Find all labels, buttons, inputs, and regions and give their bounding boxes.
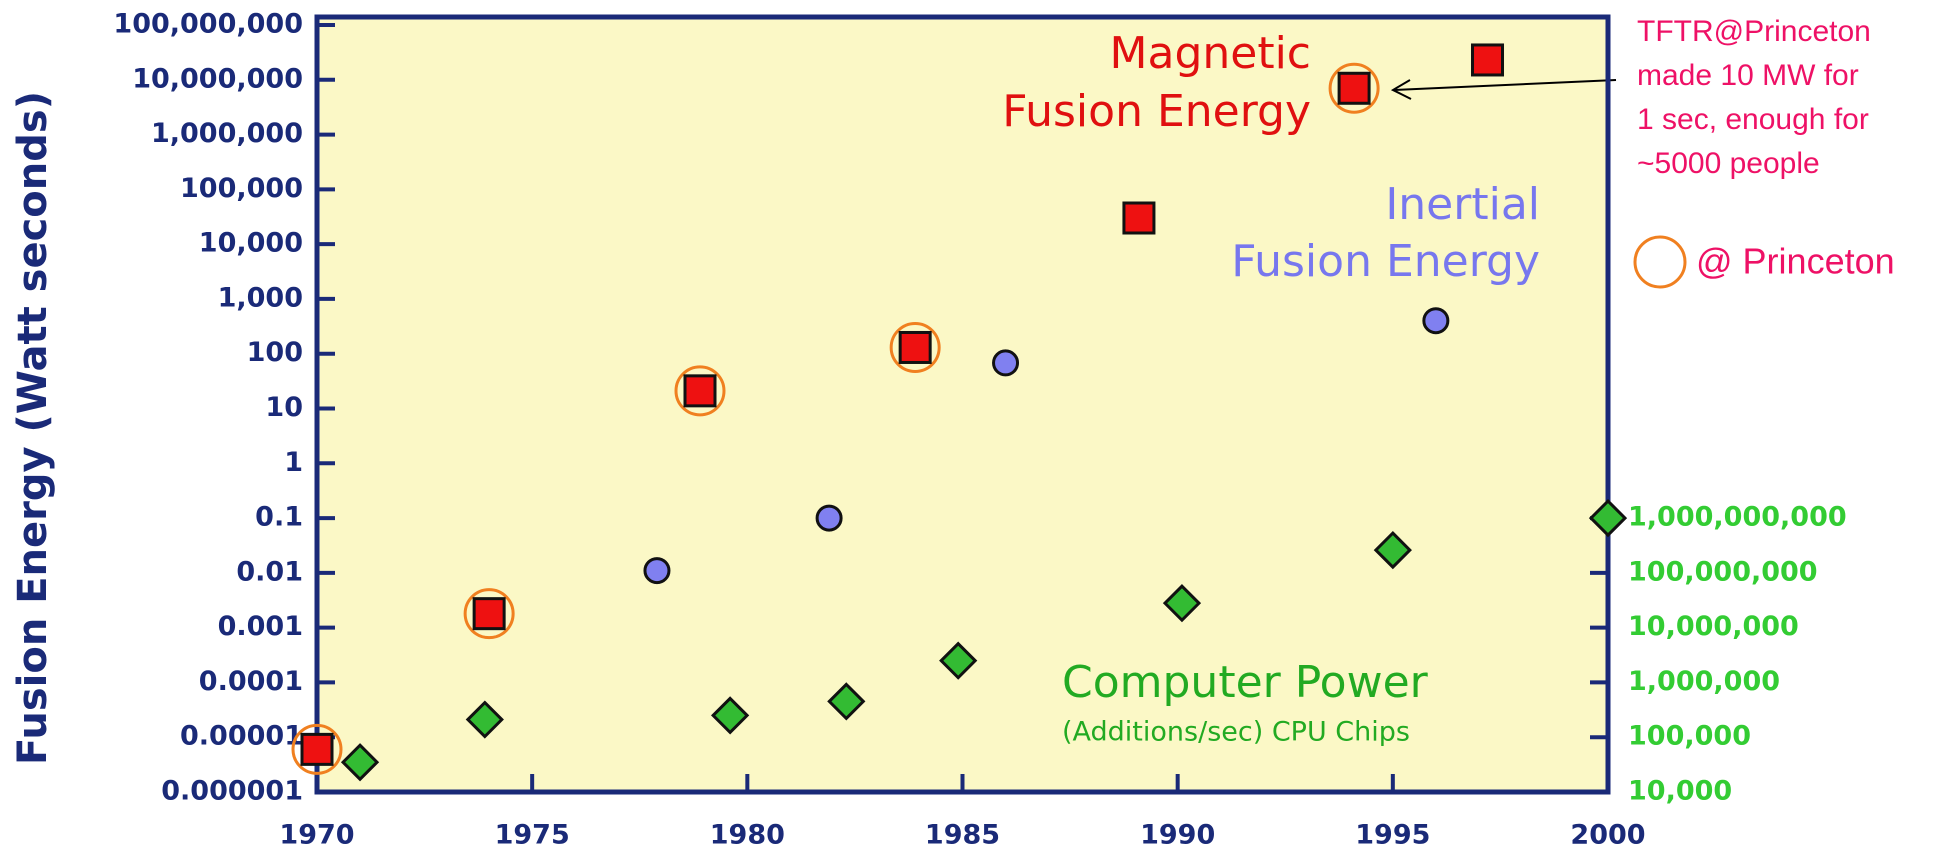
annotation: (Additions/sec) CPU Chips [1062,717,1410,748]
annotation: Fusion Energy [1231,236,1540,287]
y-tick-label: 1,000,000 [151,118,303,149]
y-tick-label: 0.000001 [161,776,303,807]
magnetic-point [472,597,506,631]
inertial-point [992,349,1020,377]
y-tick-label: 0.0001 [199,666,303,697]
legend-marker [1633,235,1687,289]
y-tick-label: 10,000 [199,228,303,259]
y2-tick-label: 100,000 [1628,721,1751,752]
y-tick-label: 100 [247,337,303,368]
computer-point [1373,531,1412,570]
magnetic-point [898,330,932,364]
inertial-point [643,557,671,585]
computer-point [939,641,978,680]
computer-point [710,696,750,735]
y-tick-label: 1 [284,447,303,478]
princeton-ring [674,365,726,417]
y-tick-label: 1,000 [218,282,303,313]
annotation: Computer Power [1062,657,1429,708]
inertial-point [815,504,843,532]
annotation-arrow [1394,79,1617,91]
y2-tick-label: 100,000,000 [1628,556,1818,587]
princeton-ring [889,321,941,373]
magnetic-point [1337,71,1371,105]
y2-tick-label: 1,000,000,000 [1628,502,1847,533]
computer-point [465,700,504,739]
computer-point [827,682,866,721]
y2-tick-label: 10,000 [1628,776,1732,807]
annotation: TFTR@Princeton [1637,15,1871,48]
magnetic-point [683,374,717,408]
inertial-point [1422,307,1450,335]
arrow-head [1390,79,1412,100]
x-tick-label: 1980 [710,820,785,851]
annotation: Fusion Energy [1002,86,1311,137]
magnetic-point [1471,43,1505,77]
x-tick-label: 1995 [1355,820,1430,851]
y-tick-label: 10,000,000 [132,63,303,94]
princeton-ring [463,588,515,640]
y-tick-label: 0.01 [236,556,303,587]
x-tick-label: 2000 [1570,820,1645,851]
princeton-ring [1328,62,1380,114]
magnetic-point [300,732,334,766]
computer-point [1162,584,1202,623]
annotation: made 10 MW for [1637,59,1859,92]
x-tick-label: 1985 [925,820,1000,851]
plot-frame [314,14,1611,795]
y2-tick-label: 1,000,000 [1628,666,1780,697]
x-tick-label: 1975 [495,820,570,851]
y-tick-label: 100,000,000 [113,9,303,40]
annotation: 1 sec, enough for [1637,103,1869,136]
legend-label: @ Princeton [1696,241,1895,282]
y-tick-label: 0.001 [218,611,303,642]
computer-point [1588,498,1628,538]
annotation: Magnetic [1110,28,1311,79]
y-tick-label: 10 [265,392,303,423]
y-tick-label: 100,000 [180,173,303,204]
y-tick-label: 0.1 [255,502,303,533]
annotation: ~5000 people [1637,147,1820,180]
computer-point [340,743,380,782]
y2-tick-label: 10,000,000 [1628,611,1799,642]
y-tick-label: 0.00001 [180,721,303,752]
y-axis-label: Fusion Energy (Watt seconds) [10,91,56,765]
x-tick-label: 1990 [1140,820,1215,851]
princeton-ring [291,723,343,775]
x-tick-label: 1970 [279,820,354,851]
annotation: Inertial [1385,179,1540,230]
magnetic-point [1122,201,1156,235]
